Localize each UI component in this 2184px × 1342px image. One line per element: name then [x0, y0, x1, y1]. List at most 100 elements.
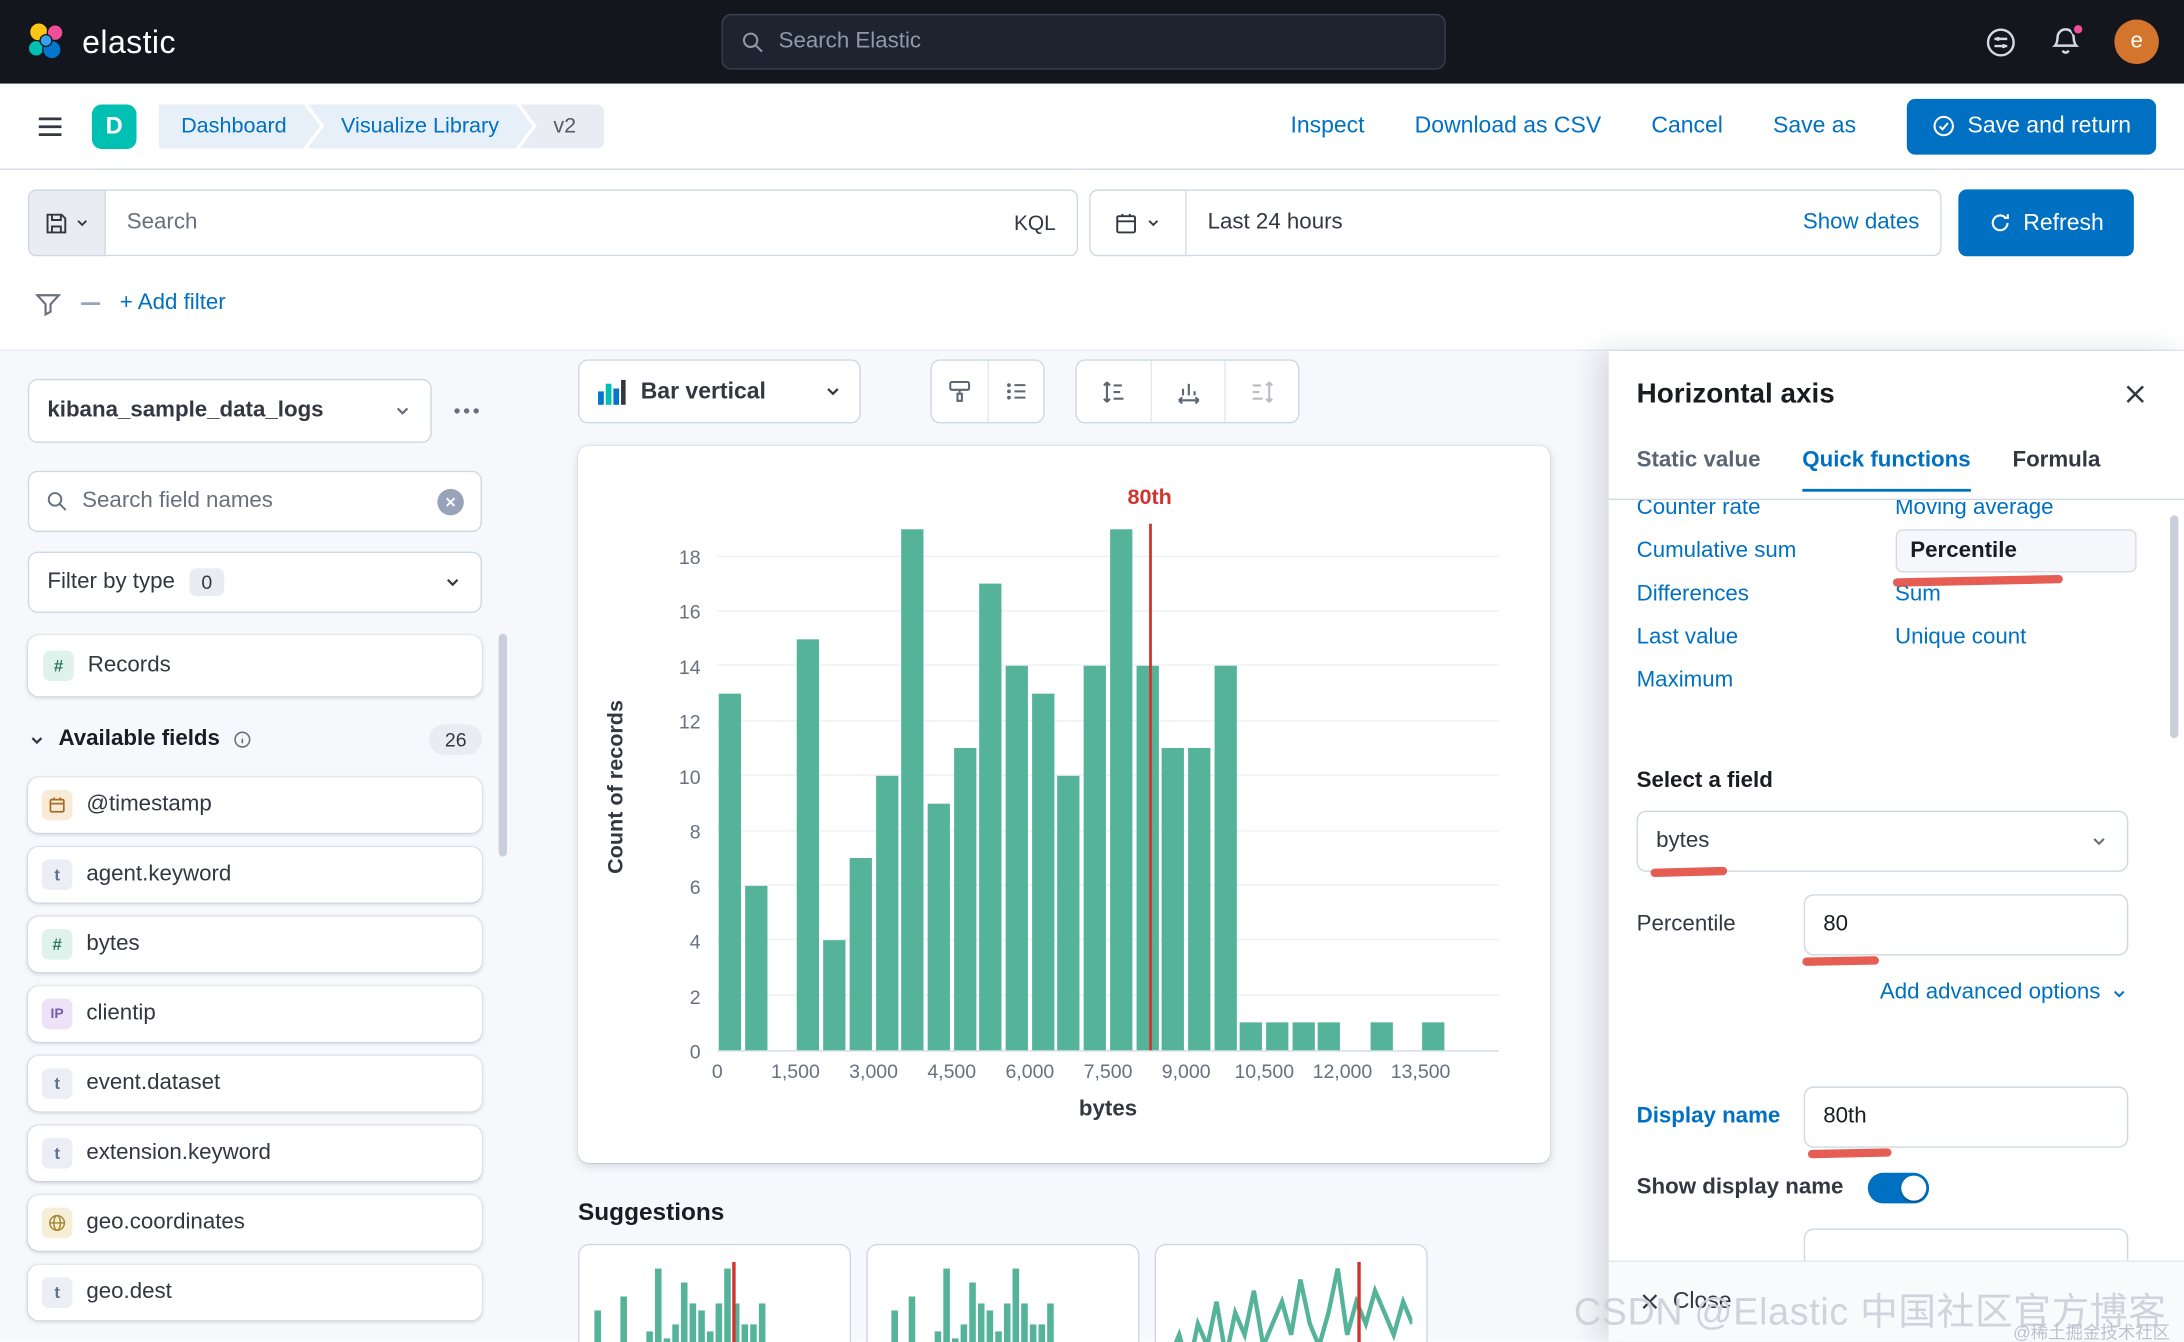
field-item[interactable]: IP clientip [27, 986, 482, 1042]
global-search-input[interactable] [778, 29, 1427, 55]
refresh-button[interactable]: Refresh [1958, 189, 2134, 257]
right-axis-icon[interactable] [1224, 360, 1298, 423]
field-item[interactable]: geo.coordinates [27, 1195, 482, 1251]
field-select[interactable]: bytes [1636, 810, 2129, 878]
global-search[interactable] [721, 13, 1446, 70]
function-item[interactable]: Last value [1636, 624, 1739, 649]
close-icon[interactable] [1639, 1291, 1660, 1312]
more-options-icon[interactable] [451, 396, 482, 427]
function-item[interactable]: Moving average [1894, 500, 2054, 519]
field-item[interactable]: t event.dataset [27, 1055, 482, 1112]
records-field-item[interactable]: # Records [27, 635, 482, 697]
display-name-input[interactable] [1805, 1104, 2127, 1130]
breadcrumb-dashboard[interactable]: Dashboard [159, 104, 320, 149]
suggestion-card[interactable] [1154, 1243, 1428, 1342]
function-item[interactable]: Unique count [1894, 624, 2027, 649]
settings-icon[interactable] [1985, 26, 2017, 58]
field-item[interactable]: t agent.keyword [27, 846, 482, 903]
close-icon[interactable] [2123, 382, 2148, 407]
bar[interactable] [1318, 1022, 1341, 1051]
bar[interactable] [901, 529, 924, 1051]
bar[interactable] [1266, 1022, 1289, 1051]
bar[interactable] [1031, 693, 1055, 1051]
percentile-input[interactable] [1805, 912, 2127, 938]
available-fields-header[interactable]: Available fields 26 [28, 719, 482, 761]
chart-type-select[interactable]: Bar vertical [578, 359, 861, 424]
field-item[interactable]: @timestamp [27, 777, 482, 833]
filter-funnel-icon[interactable] [34, 290, 62, 316]
field-item[interactable]: t extension.keyword [27, 1125, 482, 1182]
suggestion-card[interactable] [578, 1243, 852, 1342]
bottom-axis-icon[interactable] [1150, 360, 1224, 423]
bar[interactable] [719, 693, 742, 1051]
function-item[interactable]: Maximum [1636, 667, 1734, 692]
space-badge[interactable]: D [91, 103, 137, 149]
bar[interactable] [1109, 529, 1133, 1051]
inspect-link[interactable]: Inspect [1290, 112, 1365, 138]
save-and-return-button[interactable]: Save and return [1906, 98, 2157, 154]
bar[interactable] [849, 858, 872, 1051]
function-item[interactable]: Sum [1894, 581, 1941, 606]
visual-options-icon[interactable] [932, 361, 988, 422]
bar[interactable] [1292, 1022, 1315, 1051]
suggestion-card[interactable] [866, 1243, 1140, 1342]
bar[interactable] [1187, 748, 1211, 1051]
user-avatar[interactable]: e [2114, 19, 2159, 65]
bar[interactable] [927, 803, 950, 1051]
bar[interactable] [1370, 1022, 1393, 1051]
bar[interactable] [745, 885, 768, 1051]
clear-search-icon[interactable] [437, 488, 464, 515]
tab-static-value[interactable]: Static value [1636, 448, 1761, 473]
field-search-box[interactable] [27, 470, 482, 533]
show-dates-link[interactable]: Show dates [1802, 210, 1920, 234]
save-as-link[interactable]: Save as [1773, 112, 1857, 138]
function-item[interactable]: Counter rate [1636, 500, 1761, 519]
add-advanced-options-link[interactable]: Add advanced options [1880, 981, 2128, 1006]
bar[interactable] [1083, 666, 1107, 1051]
date-picker-button[interactable] [1089, 189, 1187, 257]
notifications-bell-icon[interactable] [2050, 22, 2086, 57]
query-language-button[interactable]: KQL [1013, 211, 1056, 235]
left-axis-icon[interactable] [1077, 361, 1151, 422]
hamburger-menu-icon[interactable] [28, 104, 73, 149]
filter-by-type-select[interactable]: Filter by type 0 [27, 551, 482, 613]
tab-formula[interactable]: Formula [2012, 448, 2101, 473]
legend-settings-icon[interactable] [987, 360, 1044, 423]
time-range-value[interactable]: Last 24 hours [1207, 210, 1343, 234]
bar[interactable] [1422, 1022, 1445, 1051]
time-range-box[interactable]: Last 24 hours Show dates [1186, 189, 1942, 257]
display-name-row: Display name [1637, 1086, 2129, 1159]
bar[interactable] [823, 940, 846, 1051]
cancel-link[interactable]: Cancel [1651, 112, 1723, 138]
brand-area[interactable]: elastic [0, 21, 176, 63]
function-item[interactable]: Percentile [1892, 529, 2137, 587]
saved-query-menu-button[interactable] [27, 189, 106, 257]
function-item[interactable]: Cumulative sum [1636, 538, 1797, 563]
add-filter-link[interactable]: + Add filter [119, 291, 226, 315]
bar[interactable] [797, 638, 820, 1051]
breadcrumb-visualize-library[interactable]: Visualize Library [308, 104, 533, 149]
data-view-select[interactable]: kibana_sample_data_logs [27, 378, 432, 443]
function-item[interactable]: Differences [1636, 581, 1749, 606]
show-display-name-toggle[interactable] [1868, 1172, 1930, 1204]
bar[interactable] [1240, 1022, 1263, 1051]
bar[interactable] [1161, 748, 1185, 1051]
bar[interactable] [1135, 666, 1159, 1051]
bar[interactable] [1214, 666, 1237, 1051]
field-item[interactable]: t geo.dest [27, 1264, 482, 1321]
field-search-input[interactable] [82, 488, 424, 514]
close-button[interactable]: Close [1672, 1288, 1732, 1314]
query-input-box[interactable]: KQL [105, 189, 1079, 257]
flyout-scrollbar[interactable] [2170, 515, 2179, 739]
bar[interactable] [1057, 775, 1081, 1051]
tab-quick-functions[interactable]: Quick functions [1802, 448, 1971, 492]
y-tick-label: 2 [689, 985, 701, 1008]
field-item[interactable]: # bytes [27, 916, 482, 973]
bar[interactable] [875, 775, 898, 1051]
sidebar-scrollbar[interactable] [498, 633, 507, 857]
bar[interactable] [953, 748, 976, 1051]
bar[interactable] [1005, 666, 1029, 1051]
download-csv-link[interactable]: Download as CSV [1414, 112, 1602, 138]
bar[interactable] [979, 584, 1002, 1051]
query-search-input[interactable] [126, 210, 1001, 236]
